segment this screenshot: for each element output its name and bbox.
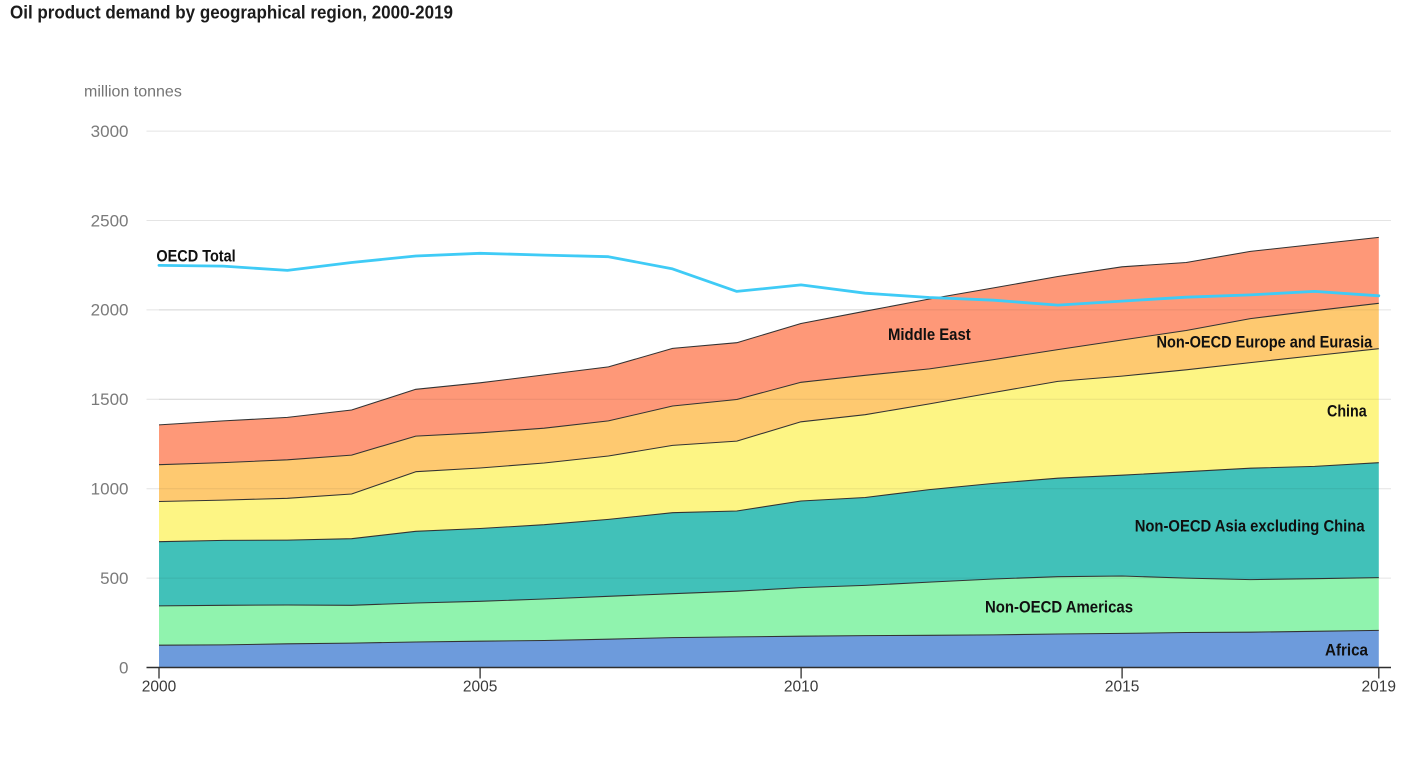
svg-text:Non-OECD Asia excluding China: Non-OECD Asia excluding China — [1135, 517, 1365, 536]
svg-text:2019: 2019 — [1362, 679, 1396, 696]
svg-text:500: 500 — [100, 569, 128, 588]
svg-text:Africa: Africa — [1325, 641, 1368, 660]
svg-text:1500: 1500 — [91, 390, 129, 409]
svg-text:China: China — [1327, 402, 1367, 421]
svg-text:Non-OECD Americas: Non-OECD Americas — [985, 597, 1133, 616]
svg-text:2015: 2015 — [1105, 679, 1139, 696]
svg-text:Oil product demand by geograph: Oil product demand by geographical regio… — [10, 3, 453, 23]
svg-text:million tonnes: million tonnes — [84, 84, 182, 101]
svg-text:1000: 1000 — [91, 480, 129, 499]
svg-text:Middle East: Middle East — [888, 325, 971, 344]
svg-text:2000: 2000 — [91, 301, 129, 320]
svg-text:2500: 2500 — [91, 211, 129, 230]
svg-text:2000: 2000 — [142, 679, 177, 696]
svg-text:0: 0 — [119, 658, 128, 677]
svg-text:OECD Total: OECD Total — [156, 247, 235, 266]
svg-text:2010: 2010 — [784, 679, 819, 696]
svg-text:Non-OECD Europe and Eurasia: Non-OECD Europe and Eurasia — [1157, 332, 1373, 351]
svg-text:2005: 2005 — [463, 679, 497, 696]
svg-text:3000: 3000 — [91, 122, 129, 141]
